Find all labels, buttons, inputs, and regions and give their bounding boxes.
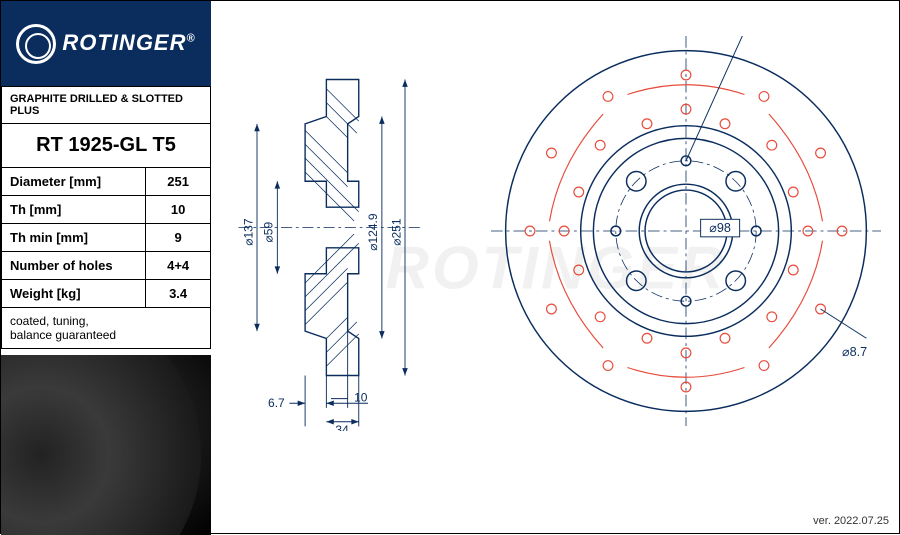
dim-d59: ⌀59 <box>262 222 276 243</box>
side-view-drawing: ⌀137 ⌀59 ⌀124.9 ⌀251 6.7 <box>231 61 431 431</box>
spec-value: 251 <box>146 168 211 196</box>
brand-text: ROTINGER <box>62 29 186 54</box>
spec-notes: coated, tuning, balance guaranteed <box>2 308 211 349</box>
spec-label: Th min [mm] <box>2 224 146 252</box>
part-number: RT 1925-GL T5 <box>2 124 211 168</box>
dim-d251: ⌀251 <box>389 218 403 246</box>
dim-34: 34 <box>335 423 349 431</box>
spec-value: 9 <box>146 224 211 252</box>
spec-label: Number of holes <box>2 252 146 280</box>
dim-pcd: ⌀98 <box>709 221 731 235</box>
technical-drawing: ROTINGER <box>211 1 900 535</box>
spec-value: 3.4 <box>146 280 211 308</box>
dim-hole: ⌀8.7 <box>842 345 867 359</box>
spec-table: GRAPHITE DRILLED & SLOTTED PLUS RT 1925-… <box>1 86 211 349</box>
front-view-drawing: 4×⌀13.2 ⌀98 ⌀8.7 <box>491 36 881 426</box>
dim-d124-9: ⌀124.9 <box>366 213 380 251</box>
spec-value: 4+4 <box>146 252 211 280</box>
dim-6-7: 6.7 <box>268 396 285 410</box>
spec-value: 10 <box>146 196 211 224</box>
spec-label: Weight [kg] <box>2 280 146 308</box>
product-line: GRAPHITE DRILLED & SLOTTED PLUS <box>2 87 211 124</box>
version-text: ver. 2022.07.25 <box>813 515 889 527</box>
brand-logo: ROTINGER® <box>1 1 211 86</box>
spec-label: Diameter [mm] <box>2 168 146 196</box>
dim-d137: ⌀137 <box>241 218 255 246</box>
dim-10: 10 <box>354 390 368 404</box>
product-photo <box>1 355 211 535</box>
spec-label: Th [mm] <box>2 196 146 224</box>
